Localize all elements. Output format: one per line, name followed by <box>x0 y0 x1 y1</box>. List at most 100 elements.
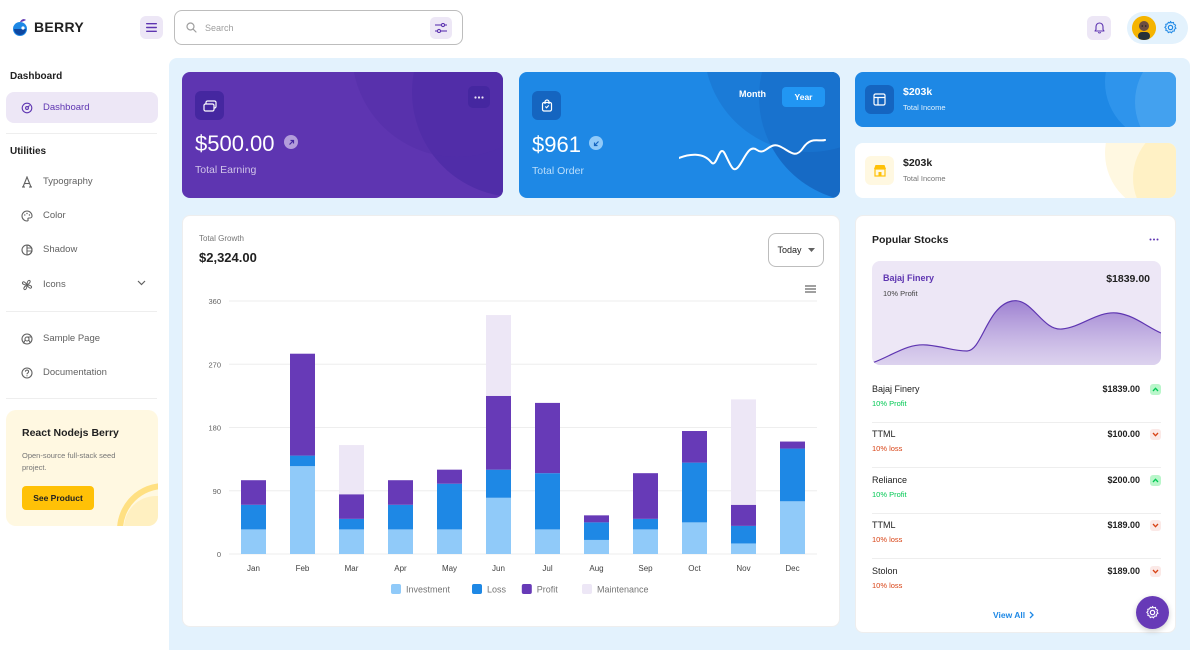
x-tick-label: Dec <box>785 564 799 573</box>
period-select[interactable]: Today <box>768 233 824 267</box>
bar-segment-profit[interactable] <box>682 431 707 463</box>
bar-segment-loss[interactable] <box>388 504 413 530</box>
search-input[interactable] <box>205 20 425 36</box>
legend-swatch[interactable] <box>521 584 532 594</box>
bar-segment-profit[interactable] <box>780 441 805 449</box>
bar-segment-profit[interactable] <box>633 473 658 519</box>
sidebar-toggle-button[interactable] <box>140 16 163 39</box>
notification-button[interactable] <box>1087 16 1111 40</box>
bar-segment-investment[interactable] <box>241 529 266 554</box>
bar-segment-loss[interactable] <box>633 518 658 530</box>
bar-segment-loss[interactable] <box>584 522 609 540</box>
legend-swatch[interactable] <box>472 584 482 594</box>
row-divider <box>872 467 1161 468</box>
y-tick-label: 270 <box>208 360 221 369</box>
sidebar-item-shadow[interactable]: Shadow <box>6 234 158 265</box>
bar-segment-profit[interactable] <box>437 469 462 484</box>
legend-label[interactable]: Maintenance <box>597 585 649 595</box>
sidebar-caption-dashboard: Dashboard <box>10 71 63 82</box>
bar-segment-loss[interactable] <box>290 455 315 467</box>
bar-segment-investment[interactable] <box>633 529 658 554</box>
sidebar-item-icons[interactable]: Icons <box>6 269 158 300</box>
bar-segment-profit[interactable] <box>535 402 560 474</box>
legend-swatch[interactable] <box>582 584 592 594</box>
bar-segment-investment[interactable] <box>437 529 462 554</box>
order-icon-box <box>532 91 561 120</box>
bar-segment-profit[interactable] <box>339 494 364 519</box>
sidebar-item-typography[interactable]: Typography <box>6 166 158 197</box>
x-tick-label: Jan <box>247 564 260 573</box>
customize-fab-button[interactable] <box>1136 596 1169 629</box>
bar-segment-maintenance[interactable] <box>339 445 364 495</box>
earning-more-button[interactable] <box>468 86 490 108</box>
total-earning-card: $500.00 Total Earning <box>182 72 503 198</box>
bar-segment-loss[interactable] <box>780 448 805 502</box>
bar-segment-profit[interactable] <box>486 395 511 470</box>
bar-segment-investment[interactable] <box>682 522 707 554</box>
brand-logo[interactable]: BERRY <box>10 17 84 37</box>
x-tick-label: Aug <box>589 564 603 573</box>
featured-stock[interactable]: Bajaj Finery 10% Profit $1839.00 <box>872 261 1161 365</box>
stock-row[interactable]: TTML 10% loss $189.00 <box>872 514 1161 559</box>
bar-segment-loss[interactable] <box>486 469 511 498</box>
year-toggle-button[interactable]: Year <box>782 87 825 107</box>
bar-segment-profit[interactable] <box>388 480 413 505</box>
chevron-down-icon <box>137 280 146 286</box>
sidebar-item-documentation[interactable]: Documentation <box>6 357 158 388</box>
stock-row[interactable]: Reliance 10% Profit $200.00 <box>872 469 1161 514</box>
order-value: $961 <box>532 132 581 157</box>
bar-segment-investment[interactable] <box>535 529 560 554</box>
promo-subtitle: Open-source full-stack seed project. <box>22 451 116 472</box>
earning-icon-box <box>195 91 224 120</box>
stocks-more-button[interactable] <box>1149 232 1159 244</box>
bar-segment-profit[interactable] <box>290 353 315 456</box>
legend-swatch[interactable] <box>391 584 401 594</box>
bar-segment-investment[interactable] <box>584 539 609 554</box>
bar-segment-maintenance[interactable] <box>486 315 511 396</box>
stock-name: Reliance <box>872 475 908 485</box>
bar-segment-investment[interactable] <box>486 497 511 554</box>
legend-label[interactable]: Loss <box>487 585 507 595</box>
stock-row[interactable]: Stolon 10% loss $189.00 <box>872 560 1161 605</box>
brand-chrome-icon <box>21 332 33 345</box>
order-trend-badge <box>589 136 603 150</box>
bar-segment-investment[interactable] <box>731 543 756 554</box>
income-light-label: Total Income <box>903 174 946 183</box>
chevron-right-icon <box>1029 611 1035 619</box>
bell-icon <box>1093 22 1105 34</box>
bar-segment-investment[interactable] <box>780 501 805 554</box>
bar-segment-loss[interactable] <box>535 473 560 530</box>
bar-segment-loss[interactable] <box>339 518 364 530</box>
view-all-link[interactable]: View All <box>993 610 1035 620</box>
chart-menu-icon[interactable] <box>805 285 816 293</box>
bar-segment-loss[interactable] <box>682 462 707 523</box>
search-filter-button[interactable] <box>430 17 452 39</box>
sidebar-item-color[interactable]: Color <box>6 200 158 231</box>
sidebar-item-sample-page[interactable]: Sample Page <box>6 323 158 354</box>
settings-icon <box>1146 605 1159 619</box>
month-toggle-button[interactable]: Month <box>739 89 766 99</box>
bar-segment-loss[interactable] <box>437 483 462 530</box>
bar-segment-investment[interactable] <box>388 529 413 554</box>
stock-value: $189.00 <box>1107 566 1140 576</box>
legend-label[interactable]: Profit <box>537 585 559 595</box>
stock-row[interactable]: TTML 10% loss $100.00 <box>872 423 1161 468</box>
see-product-button[interactable]: See Product <box>22 486 94 510</box>
bar-segment-investment[interactable] <box>290 466 315 554</box>
legend-label[interactable]: Investment <box>406 585 451 595</box>
stock-status: 10% loss <box>872 535 903 544</box>
bar-segment-loss[interactable] <box>731 525 756 544</box>
stock-row[interactable]: Bajaj Finery 10% Profit $1839.00 <box>872 378 1161 423</box>
bar-segment-profit[interactable] <box>241 480 266 505</box>
bar-segment-profit[interactable] <box>731 504 756 526</box>
stock-name: TTML <box>872 520 896 530</box>
bar-segment-investment[interactable] <box>339 529 364 554</box>
bar-segment-loss[interactable] <box>241 504 266 530</box>
arrow-down-left-icon <box>593 140 599 146</box>
profile-menu-button[interactable] <box>1127 12 1188 44</box>
card-decoration <box>1105 72 1176 127</box>
bar-segment-maintenance[interactable] <box>731 399 756 505</box>
sidebar-item-dashboard[interactable]: Dashboard <box>6 92 158 123</box>
bar-segment-profit[interactable] <box>584 515 609 523</box>
sidebar-item-label: Color <box>43 210 66 221</box>
